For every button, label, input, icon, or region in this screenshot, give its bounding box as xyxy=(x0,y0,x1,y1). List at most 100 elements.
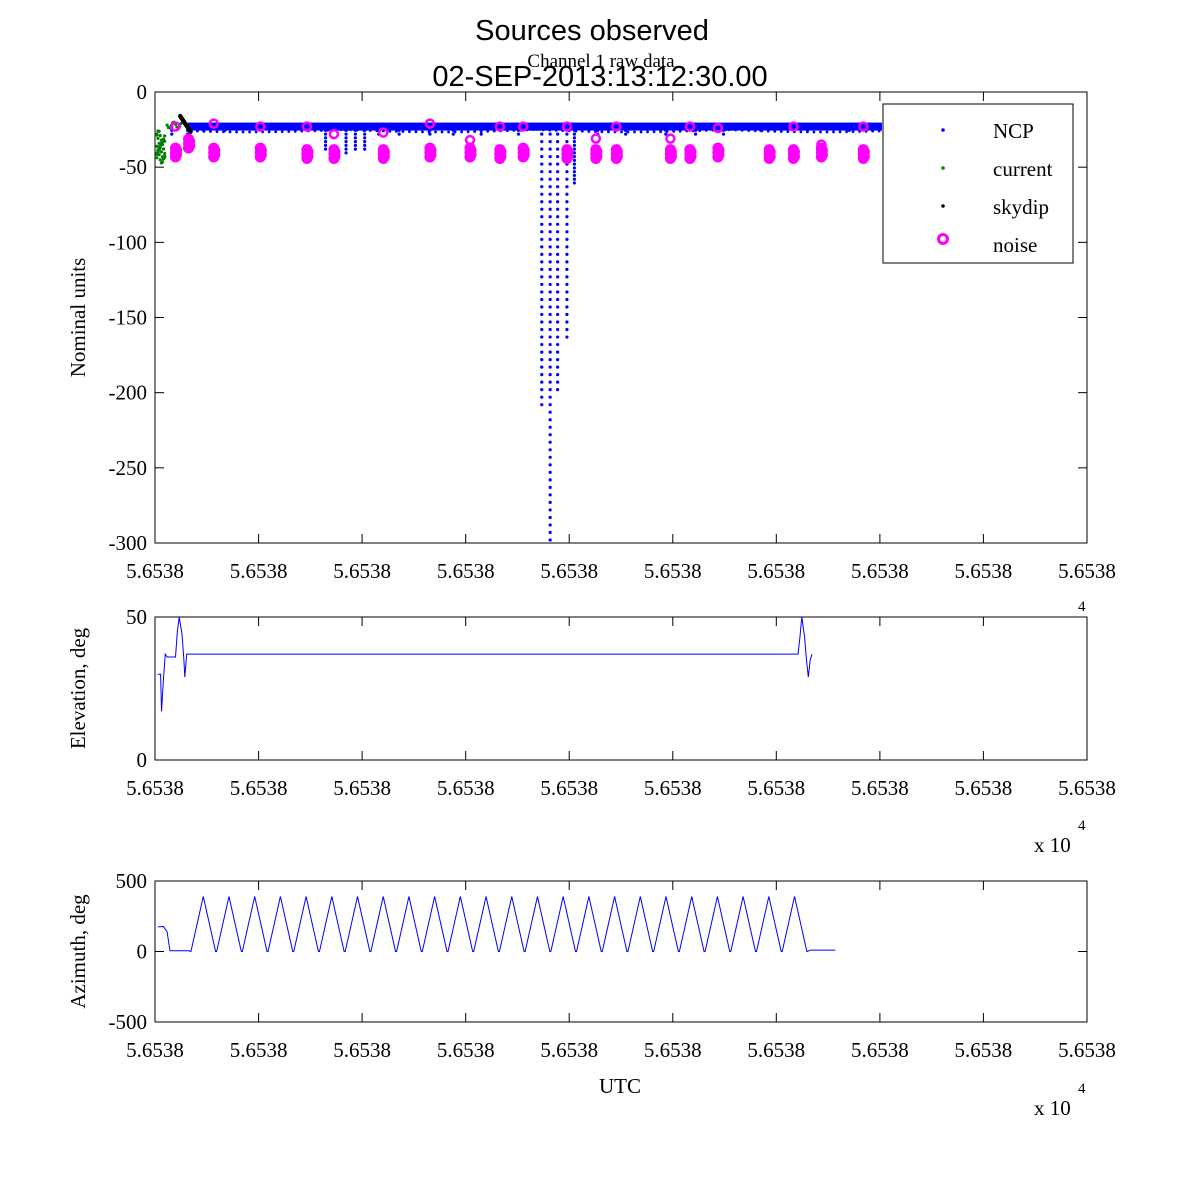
ncp-point xyxy=(486,129,490,133)
x-tick-label: 5.6538 xyxy=(955,559,1013,583)
ncp-spike-point xyxy=(556,170,560,174)
ncp-spike-point xyxy=(540,357,544,362)
ncp-spike-point xyxy=(805,128,810,132)
ncp-spike-point xyxy=(548,493,552,497)
ncp-spike-point xyxy=(556,252,560,256)
current-point xyxy=(163,154,167,158)
ncp-spike-point xyxy=(759,128,763,132)
ncp-spike-point xyxy=(548,403,552,407)
ncp-point xyxy=(587,130,591,133)
ncp-point xyxy=(682,126,685,130)
y-axis-label: Nominal units xyxy=(66,258,90,378)
current-point xyxy=(158,133,162,138)
ncp-spike-point xyxy=(565,124,569,129)
ncp-spike-point xyxy=(548,305,552,309)
ncp-point xyxy=(267,130,271,134)
y-tick-label: -500 xyxy=(109,1010,148,1034)
ncp-point xyxy=(593,130,597,133)
ncp-point xyxy=(832,130,835,134)
ncp-spike-point xyxy=(516,132,521,136)
ncp-spike-point xyxy=(556,312,560,317)
ncp-spike-point xyxy=(540,380,544,384)
x-tick-label: 5.6538 xyxy=(230,1038,288,1062)
ncp-point xyxy=(401,130,405,133)
ncp-spike-point xyxy=(624,132,628,136)
ncp-spike-point xyxy=(344,147,348,151)
ncp-spike-point xyxy=(548,290,552,294)
ncp-point xyxy=(417,125,421,129)
ncp-point xyxy=(440,130,444,134)
ncp-point xyxy=(254,130,258,134)
ncp-spike-point xyxy=(572,124,577,129)
ncp-point xyxy=(825,130,829,134)
ncp-point xyxy=(205,126,209,130)
current-point xyxy=(156,136,160,140)
ncp-point xyxy=(655,126,659,129)
ncp-spike-point xyxy=(323,147,328,151)
ncp-point xyxy=(284,126,287,129)
ncp-spike-point xyxy=(565,245,569,249)
ncp-spike-point xyxy=(540,147,544,151)
ncp-point xyxy=(750,127,754,130)
ncp-spike-point xyxy=(540,177,544,181)
x-tick-label: 5.6538 xyxy=(644,776,702,800)
ncp-spike-point xyxy=(548,185,552,189)
ncp-spike-point xyxy=(847,128,851,132)
ncp-spike-point xyxy=(353,124,357,129)
ncp-point xyxy=(287,130,291,133)
noise-point xyxy=(815,151,827,163)
ncp-point xyxy=(359,127,362,131)
ncp-point xyxy=(815,125,819,129)
ncp-point xyxy=(747,129,751,132)
exponent-text: x 10 xyxy=(1034,1096,1071,1120)
current-point xyxy=(155,156,159,160)
legend-marker xyxy=(941,166,945,170)
x-tick-label: 5.6538 xyxy=(230,776,288,800)
noise-point xyxy=(377,152,389,164)
x-tick-label: 5.6538 xyxy=(126,776,184,800)
ncp-spike-point xyxy=(548,373,552,377)
ncp-spike-point xyxy=(847,124,851,129)
ncp-point xyxy=(271,125,274,129)
ncp-spike-point xyxy=(363,136,367,140)
noise-point xyxy=(169,151,182,163)
y-tick-label: 0 xyxy=(137,80,148,104)
noise-point xyxy=(464,151,476,163)
ncp-point xyxy=(822,125,826,129)
ncp-spike-point xyxy=(572,177,577,181)
ncp-spike-point xyxy=(565,267,569,271)
ncp-spike-point xyxy=(223,128,227,132)
ncp-spike-point xyxy=(572,136,577,140)
ncp-point xyxy=(463,125,467,129)
ncp-spike-point xyxy=(344,140,348,144)
ncp-spike-point xyxy=(428,132,432,136)
ncp-point xyxy=(819,130,822,134)
ncp-spike-point xyxy=(548,230,552,234)
ncp-point xyxy=(443,125,447,129)
x-tick-label: 5.6538 xyxy=(1058,776,1116,800)
ncp-spike-point xyxy=(565,252,569,256)
x-tick-label: 5.6538 xyxy=(851,559,909,583)
ncp-spike-point xyxy=(377,124,381,129)
ncp-point xyxy=(372,127,375,130)
ncp-spike-point xyxy=(201,124,206,129)
ncp-point xyxy=(244,125,248,129)
ncp-spike-point xyxy=(548,538,552,542)
ncp-point xyxy=(548,128,552,132)
ncp-spike-point xyxy=(572,166,577,170)
ncp-spike-point xyxy=(693,132,698,136)
ncp-spike-point xyxy=(548,350,552,354)
ncp-point xyxy=(235,130,238,134)
ncp-spike-point xyxy=(548,132,552,136)
ncp-point xyxy=(730,127,734,131)
ncp-point xyxy=(290,126,294,130)
y-tick-label: -300 xyxy=(109,531,148,555)
legend-marker xyxy=(937,233,949,245)
ncp-spike-point xyxy=(279,124,283,129)
ncp-spike-point xyxy=(540,192,544,196)
noise-point xyxy=(517,151,529,163)
ncp-spike-point xyxy=(548,177,552,181)
overlay-subtitle: Channel 1 raw data xyxy=(527,51,675,72)
ncp-spike-point xyxy=(556,260,560,264)
ncp-spike-point xyxy=(548,395,552,399)
